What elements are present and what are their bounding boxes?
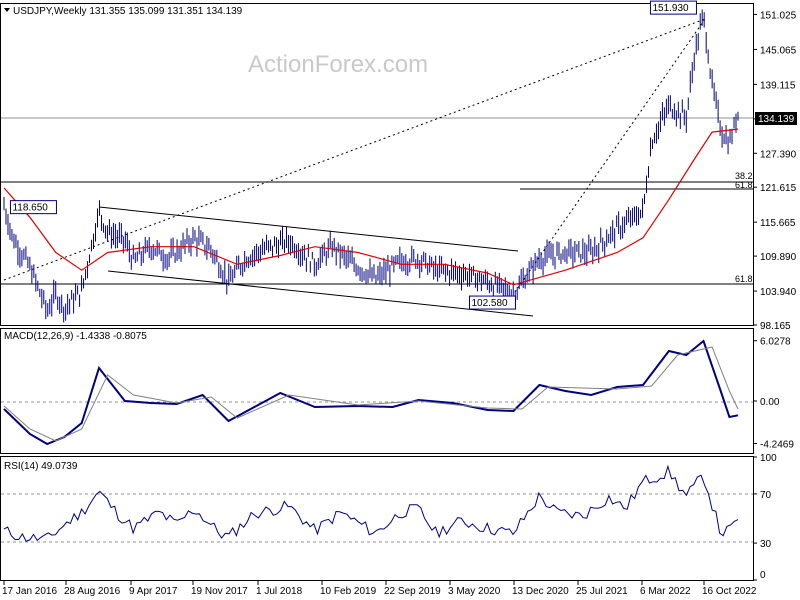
time-axis-label: 22 Sep 2019 (384, 586, 441, 597)
current-price-label: 134.139 (758, 114, 795, 125)
channel-lower-line (107, 270, 534, 317)
fib-label-61-8-lower: 61.8 (735, 274, 753, 284)
price-axis-label: 121.615 (760, 183, 797, 194)
price-axis-label: 145.065 (760, 45, 797, 56)
rsi-axis-label: 30 (760, 539, 772, 550)
time-axis-label: 10 Feb 2019 (320, 586, 377, 597)
watermark: ActionForex.com (248, 51, 428, 78)
time-axis: 17 Jan 2016 28 Aug 2016 9 Apr 2017 19 Nov 2… (2, 581, 757, 597)
time-axis-label: 28 Aug 2016 (64, 586, 121, 597)
dropdown-triangle-icon (4, 8, 10, 12)
price-label: 118.650 (12, 203, 48, 214)
rsi-axis: 100 70 30 0 (753, 453, 777, 581)
rsi-axis-label: 100 (760, 453, 777, 464)
signal-line (3, 346, 739, 442)
time-axis-label: 6 Mar 2022 (640, 586, 691, 597)
price-panel-frame (0, 3, 754, 326)
rsi-header: RSI(14) 49.0739 (4, 461, 78, 472)
price-axis-label: 103.940 (760, 287, 797, 298)
price-axis-label: 127.390 (760, 149, 797, 160)
rsi-axis-label: 70 (760, 490, 772, 501)
price-axis: 151.025145.065139.115133.240127.390121.6… (753, 10, 797, 332)
price-axis-label: 115.665 (760, 218, 796, 229)
time-axis-label: 13 Dec 2020 (512, 586, 569, 597)
channel-upper-line (98, 206, 519, 252)
current-price-badge (755, 112, 797, 125)
price-header: USDJPY,Weekly 131.355 135.099 131.351 13… (13, 6, 243, 17)
time-axis-label: 3 May 2020 (448, 586, 501, 597)
fib-label-38-2: 38.2 (735, 171, 753, 181)
time-axis-label: 1 Jul 2018 (256, 586, 303, 597)
price-label: 151.930 (652, 3, 689, 14)
time-axis-label: 19 Nov 2017 (191, 586, 248, 597)
macd-series-layer (3, 339, 739, 446)
price-label-box (649, 0, 697, 15)
price-axis-label: 98.165 (760, 321, 791, 332)
price-axis-label: 139.115 (760, 80, 796, 91)
rsi-line (3, 464, 739, 542)
price-label-box (468, 295, 516, 310)
time-axis-label: 16 Oct 2022 (702, 586, 757, 597)
macd-header: MACD(12,26,9) -1.4338 -0.8075 (4, 331, 147, 342)
rsi-panel-frame (0, 456, 754, 581)
moving-average-line (3, 128, 739, 286)
macd-axis-label: 0.00 (760, 397, 780, 408)
price-axis-label: 151.025 (760, 10, 797, 21)
price-label-box (9, 200, 57, 215)
time-axis-label: 17 Jan 2016 (2, 586, 57, 597)
macd-axis: 6.0278 0.00 -4.2469 (753, 337, 794, 450)
rsi-axis-label: 0 (760, 570, 766, 581)
price-label: 102.580 (471, 298, 508, 309)
rsi-series-layer (3, 464, 739, 542)
time-axis-label: 9 Apr 2017 (129, 586, 178, 597)
price-axis-label: 109.890 (760, 252, 797, 263)
moving-average-layer (3, 128, 739, 286)
fib-label-61-8-upper: 61.8 (735, 180, 753, 190)
macd-axis-label: 6.0278 (760, 337, 791, 348)
macd-axis-label: -4.2469 (760, 439, 794, 450)
time-axis-label: 25 Jul 2021 (576, 586, 628, 597)
macd-panel-frame (0, 328, 754, 454)
macd-line (3, 339, 739, 446)
